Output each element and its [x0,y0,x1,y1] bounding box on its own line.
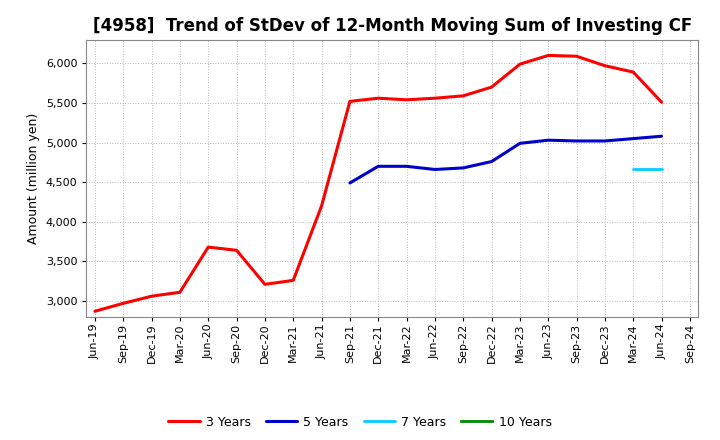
5 Years [431,167,439,172]
3 Years [204,245,212,250]
3 Years [431,95,439,101]
3 Years [148,293,156,299]
3 Years [402,97,411,103]
3 Years [572,54,581,59]
5 Years [516,141,524,146]
3 Years [487,84,496,90]
3 Years [374,95,382,101]
3 Years [176,290,184,295]
3 Years [346,99,354,104]
7 Years [657,166,666,171]
3 Years [629,70,637,75]
3 Years [657,99,666,105]
3 Years [544,53,552,58]
5 Years [402,164,411,169]
3 Years [289,278,297,283]
3 Years [233,248,241,253]
5 Years [657,134,666,139]
3 Years [91,308,99,314]
Y-axis label: Amount (million yen): Amount (million yen) [27,113,40,244]
7 Years [629,166,637,171]
5 Years [629,136,637,141]
3 Years [459,93,467,99]
5 Years [374,164,382,169]
Line: 5 Years: 5 Years [350,136,662,183]
5 Years [600,138,609,143]
Legend: 3 Years, 5 Years, 7 Years, 10 Years: 3 Years, 5 Years, 7 Years, 10 Years [163,411,557,434]
Line: 3 Years: 3 Years [95,55,662,311]
3 Years [261,282,269,287]
Title: [4958]  Trend of StDev of 12-Month Moving Sum of Investing CF: [4958] Trend of StDev of 12-Month Moving… [93,17,692,35]
5 Years [459,165,467,171]
3 Years [600,63,609,68]
5 Years [572,138,581,143]
5 Years [487,159,496,164]
3 Years [516,62,524,67]
3 Years [119,301,127,306]
5 Years [346,180,354,186]
3 Years [318,203,326,209]
5 Years [544,138,552,143]
